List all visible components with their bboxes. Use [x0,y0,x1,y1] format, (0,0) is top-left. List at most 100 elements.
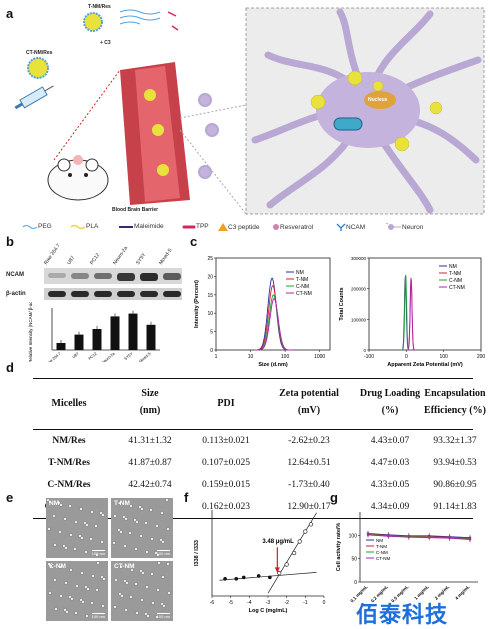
legend-label: CT-NM [296,291,312,297]
data-point [284,562,289,567]
bar [56,343,66,350]
plot-frame [215,257,331,351]
data-point [241,575,246,580]
y-tick-label: 100 [349,533,358,539]
panel-letter-e: e [6,490,14,505]
table-header-cell: PDI [217,398,235,409]
data-point [256,574,261,578]
table-cell: 42.42±0.74 [128,480,172,490]
tick-label: Raw 264.7 [45,352,61,362]
series-line [255,297,294,351]
tem-image: C-NM 100 nm [46,561,108,621]
table-cell: 93.94±0.53 [433,458,477,468]
y-tick-label: 20 [207,274,213,280]
bar [74,334,84,350]
scale-bar-label: 100 nm [156,550,170,556]
table-cell: 0.107±0.025 [202,458,250,468]
bar [146,324,156,350]
actin-band [163,291,181,297]
actin-band [140,291,158,297]
legend-label: NM [449,264,457,270]
c3-label: + C3 [100,40,111,46]
scale-bar-label: 100 nm [91,613,105,619]
x-tick-label: -4 [247,600,252,606]
table-cell: 41.31±1.32 [128,436,172,446]
data-point [268,575,272,580]
lane-label: PC12 [89,252,102,266]
lane-label: U87 [66,255,77,266]
y-tick-label: 100000 [351,317,367,322]
table-cell: 4.34±0.09 [370,502,410,512]
x-tick-label: 100 [439,354,448,360]
lane-label: Neuro-2a [112,245,129,266]
table-cell: 12.90±0.17 [287,502,331,512]
row-label-actin: β-actin [6,291,26,297]
lane-label: Raw 264.7 [43,242,62,266]
scale-bar-label: 100 nm [156,613,170,619]
panel-letter-c: c [190,234,198,249]
y-tick-label: 0 [354,580,357,586]
ncam-band [140,273,158,281]
legend-label: C-NM [296,284,309,290]
table-cell: 4.33±0.05 [370,480,410,490]
nucleus-label: Nucleus [368,97,388,103]
y-axis-label: Total Counts [339,287,345,320]
tick-label: SY5Y [124,351,134,361]
legend-label: CT-NM [376,556,390,561]
legend-ncam: NCAM [336,223,365,231]
data-point [308,522,314,527]
table-header-cell: Size (nm) [139,388,161,416]
table-row: C-NM/Res 42.42±0.74 0.159±0.015 -1.73±0.40 4… [33,474,476,496]
table-cell: 12.64±0.51 [287,458,331,468]
y-axis-label: Relative Intensity (NCAM/ β-actin) [28,302,33,362]
ncam-band [163,273,181,280]
table-header-cell: Micelles [51,398,87,409]
y-tick-label: 25 [207,256,213,262]
y-axis-label: I338 / I333 [194,540,200,566]
legend-label: CT-NM [449,285,465,291]
table-cell: C-NM/Res [47,480,91,490]
y-tick-label: 15 [207,293,213,299]
bbb-label: Blood Brain Barrier [112,207,159,213]
actin-band [117,291,135,297]
ncam-band [117,273,135,281]
x-tick-label: 100 [281,354,290,360]
legend-label: NM [296,270,304,276]
y-tick-label: 5 [210,330,213,336]
table-header: Micelles Size (nm) PDI Zeta potential (mV) Dru… [33,378,486,430]
x-tick-label: -3 [266,600,271,606]
ct-nm-res-label: CT-NM/Res [26,50,53,56]
table-cell: 0.113±0.021 [202,436,250,446]
series-line [367,533,471,540]
series-line [253,277,292,351]
x-tick-label: -2 [284,600,289,606]
x-axis-label: Size (d.nm) [258,362,288,368]
panel-letter-a: a [6,6,14,21]
table-cell: 91.14±1.83 [433,502,477,512]
actin-blot [44,288,182,300]
schematic-figure [14,7,485,215]
table-cell: 0.159±0.015 [202,480,250,490]
x-tick-label: 0 [405,354,408,360]
data-point [387,535,390,538]
neuron-large-icon [251,8,482,214]
table-cell: 0.162±0.023 [202,502,250,512]
series-line [254,294,293,351]
bar [128,313,138,350]
legend-label: NM [376,538,383,543]
table-row: T-NM/Res 41.87±0.87 0.107±0.025 12.64±0.51 4… [33,452,477,474]
x-tick-label: -5 [228,600,233,606]
panel-letter-d: d [6,360,14,375]
data-point [223,577,227,581]
table-row: NM/Res 41.31±1.32 0.113±0.021 -2.62±0.23 4.4… [33,430,476,452]
data-point [428,536,431,539]
x-tick-label: -100 [364,354,374,360]
actin-band [94,291,112,297]
series-line [406,279,416,351]
tick-label: U87 [72,352,80,360]
fit-line [219,572,317,581]
series-line [367,533,471,539]
t-nm-res-label: T-NM/Res [88,4,111,10]
x-tick-label: 200 [477,354,486,360]
y-axis-label: Intensity (Percent) [194,280,200,328]
